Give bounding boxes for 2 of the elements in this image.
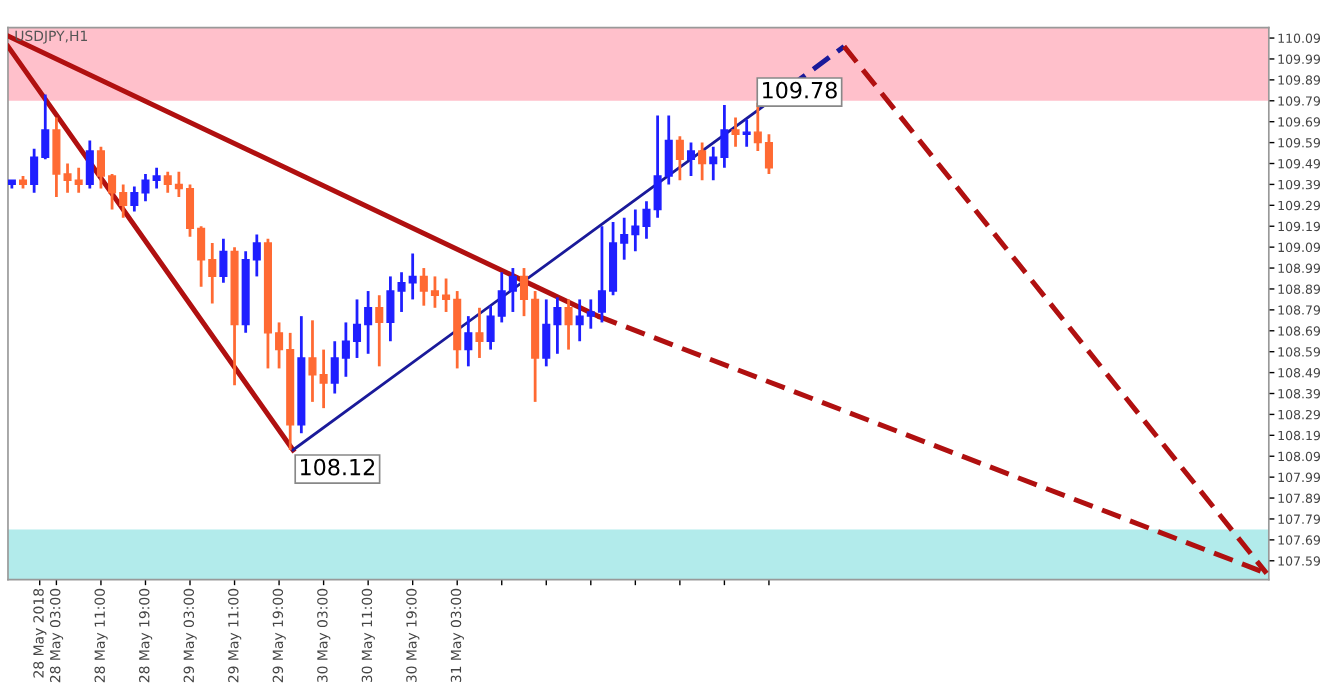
annotation: 109.78 <box>763 81 837 99</box>
annotation: 108.12 <box>300 458 375 476</box>
